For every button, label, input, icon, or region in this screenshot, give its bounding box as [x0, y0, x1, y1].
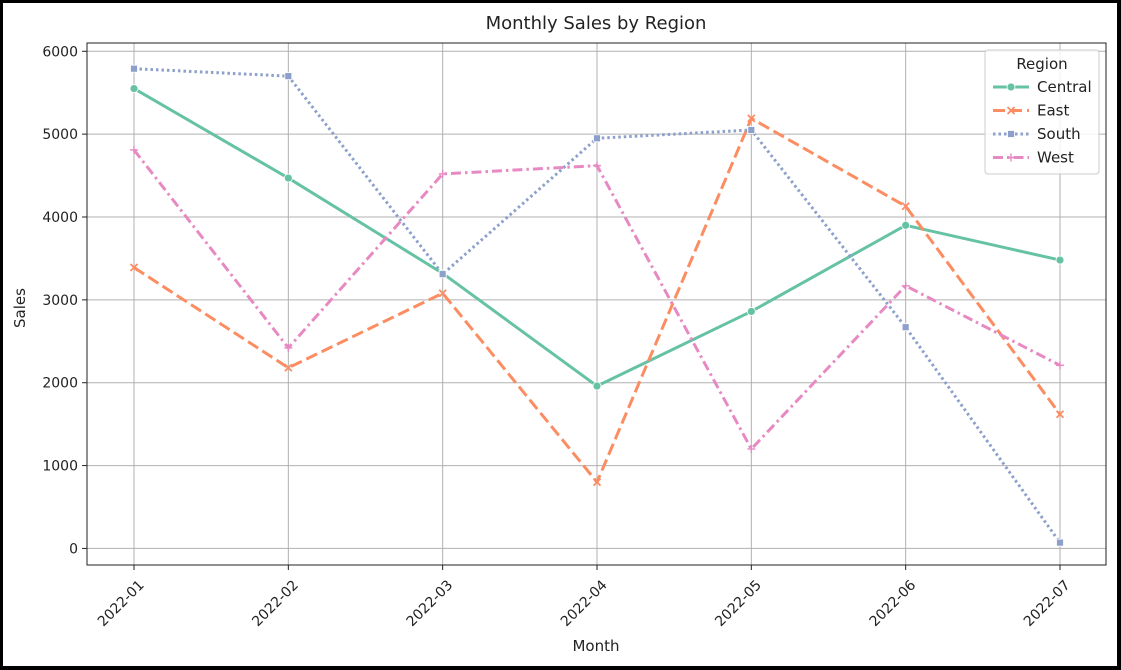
y-tick-label: 4000 — [42, 210, 78, 226]
legend-label-south: South — [1037, 125, 1081, 143]
y-tick-label: 0 — [69, 541, 78, 557]
data-point-east — [284, 363, 293, 372]
marker-stroke — [901, 202, 910, 211]
series-east — [129, 114, 1065, 487]
y-tick-label: 1000 — [42, 459, 78, 475]
legend-title: Region — [1016, 55, 1067, 73]
x-tick-label: 2022-07 — [1021, 577, 1074, 630]
marker-stroke — [284, 363, 293, 372]
data-point-east — [129, 263, 139, 272]
data-point-central — [283, 173, 293, 183]
x-tick-label: 2022-03 — [404, 577, 457, 630]
marker-stroke — [438, 289, 447, 298]
axes: 0 1000 2000 3000 4000 5000 6000 2022-01 2022-02 2… — [42, 42, 1107, 630]
marker-stroke — [129, 263, 139, 272]
legend-marker-east — [1006, 106, 1016, 115]
data-point-central — [592, 381, 602, 391]
data-point-west — [438, 169, 447, 178]
data-point-central — [746, 307, 756, 316]
data-point-south — [130, 64, 138, 73]
legend-box — [984, 49, 1100, 175]
data-point-east — [592, 478, 602, 487]
data-point-west — [747, 445, 756, 453]
legend-label-central: Central — [1037, 78, 1092, 96]
x-tick-label: 2022-04 — [558, 577, 611, 630]
data-point-south — [747, 126, 756, 134]
data-point-west — [901, 281, 910, 290]
y-tick-label: 3000 — [42, 293, 78, 309]
grid-lines — [87, 43, 1106, 565]
data-point-south — [593, 134, 601, 143]
data-point-west — [284, 343, 293, 352]
data-point-central — [1055, 255, 1065, 265]
y-tick-label: 5000 — [42, 127, 78, 143]
legend-marker-west — [1007, 153, 1015, 162]
data-point-east — [438, 289, 447, 298]
series-south — [130, 64, 1064, 547]
x-axis-label: Month — [572, 637, 619, 655]
legend-item-west: West — [993, 149, 1074, 167]
x-tick-label: 2022-01 — [95, 577, 148, 630]
data-point-south — [1056, 538, 1064, 547]
data-point-west — [593, 161, 601, 170]
legend-marker-south — [1007, 130, 1015, 138]
marker-stroke — [747, 114, 756, 123]
legend-marker-central — [1006, 82, 1016, 92]
data-point-central — [129, 84, 139, 93]
x-tick-label: 2022-06 — [867, 577, 920, 630]
data-point-south — [438, 270, 447, 279]
data-point-south — [901, 323, 910, 332]
x-tick-label: 2022-05 — [712, 577, 765, 630]
marker-stroke — [1006, 106, 1016, 115]
y-tick-label: 6000 — [42, 44, 78, 60]
chart-title: Monthly Sales by Region — [486, 13, 707, 34]
data-point-south — [284, 72, 293, 81]
data-point-east — [1055, 410, 1065, 419]
legend-item-central: Central — [993, 78, 1092, 96]
legend-label-west: West — [1037, 149, 1074, 167]
data-point-east — [747, 114, 756, 123]
x-tick-label: 2022-02 — [249, 577, 302, 630]
data-point-east — [901, 202, 910, 211]
series-layer — [129, 64, 1065, 547]
marker-stroke — [592, 478, 602, 487]
y-axis-label: Sales — [11, 288, 29, 328]
legend-label-east: East — [1037, 102, 1069, 120]
legend-item-south: South — [993, 125, 1081, 143]
marker-stroke — [1055, 410, 1065, 419]
data-point-west — [1056, 361, 1064, 370]
y-tick-label: 2000 — [42, 376, 78, 392]
data-point-central — [901, 220, 911, 230]
legend: Region Central East South West — [984, 49, 1100, 175]
line-chart: Monthly Sales by Region Month Sales 0 100… — [11, 13, 1107, 655]
legend-item-east: East — [993, 102, 1069, 120]
series-west — [130, 145, 1064, 453]
data-point-west — [130, 145, 138, 154]
chart-frame: Monthly Sales by Region Month Sales 0 100… — [3, 3, 1117, 666]
